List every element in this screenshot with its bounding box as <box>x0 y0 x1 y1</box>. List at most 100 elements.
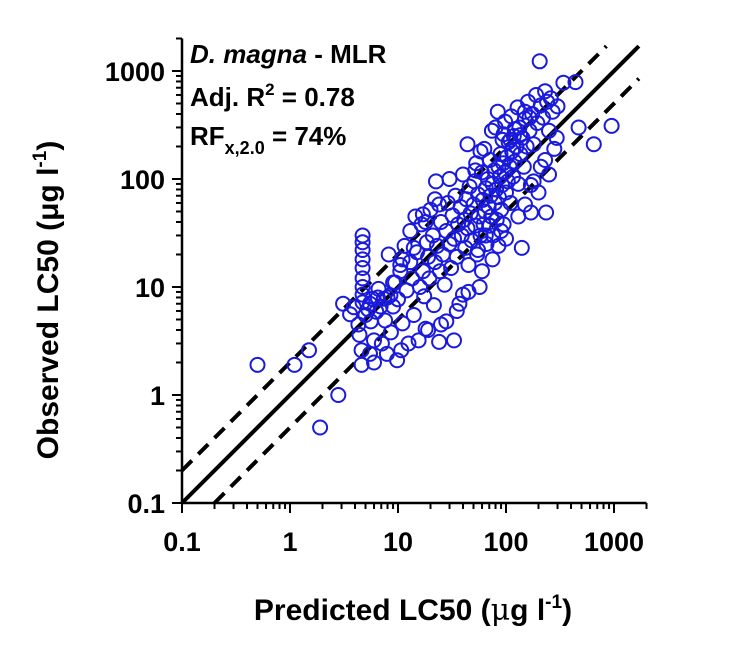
data-point <box>354 260 371 276</box>
x-axis-title-main: Predicted LC50 ( <box>254 594 491 627</box>
y-axis-title-close: ) <box>32 141 65 151</box>
data-point <box>603 117 620 134</box>
data-point <box>448 303 465 319</box>
data-point <box>414 206 431 223</box>
data-point <box>385 274 402 291</box>
data-point <box>405 239 422 256</box>
data-point <box>502 131 519 148</box>
x-axis-title-close: ) <box>562 594 572 627</box>
data-point <box>549 98 566 115</box>
tick-labels: 0.1 1 10 100 1000 0.1 1 10 100 1000 <box>105 57 644 557</box>
data-point <box>312 419 329 436</box>
data-point <box>362 295 378 312</box>
data-point <box>493 223 510 239</box>
data-point <box>448 248 465 265</box>
data-point <box>380 246 397 263</box>
annotation-rf: RFx,2.0 = 74% <box>190 121 346 158</box>
data-point <box>484 251 501 268</box>
data-point <box>410 332 427 349</box>
data-point <box>354 279 371 295</box>
x-tick-label: 1 <box>282 527 297 557</box>
data-point <box>441 236 458 252</box>
data-point <box>470 242 486 258</box>
data-point <box>441 171 458 187</box>
y-axis-title: Observed LC50 (μg l-1) <box>30 141 65 460</box>
data-point <box>431 196 448 213</box>
one-to-one-line <box>180 44 641 505</box>
x-axis-title-sup: -1 <box>545 592 562 613</box>
data-point <box>544 103 561 120</box>
data-point <box>531 53 548 70</box>
data-point <box>474 263 490 280</box>
annotation-species: D. magna <box>190 39 307 69</box>
data-point <box>498 184 514 201</box>
data-point <box>532 158 549 175</box>
data-point <box>400 335 417 352</box>
data-point <box>517 196 533 213</box>
data-points <box>249 53 620 436</box>
data-point <box>392 263 409 280</box>
data-point <box>513 239 530 256</box>
data-point <box>524 106 541 122</box>
data-point <box>394 251 411 268</box>
data-point <box>428 173 444 190</box>
data-point <box>546 140 563 157</box>
annotation-title: D. magna - MLR <box>190 39 387 69</box>
data-point <box>455 286 471 303</box>
data-point <box>351 326 368 343</box>
y-tick-label: 1000 <box>105 57 165 87</box>
data-point <box>366 332 382 349</box>
data-point <box>354 242 371 258</box>
x-axis-title-mu: μ <box>491 593 511 628</box>
data-point <box>389 352 406 369</box>
annotation-r2-sup: 2 <box>265 80 274 99</box>
data-point <box>421 270 438 287</box>
data-point <box>354 234 371 251</box>
y-tick-label: 100 <box>120 165 165 195</box>
data-point <box>585 136 602 153</box>
data-point <box>467 162 484 179</box>
data-point <box>353 356 370 373</box>
data-point <box>436 276 453 293</box>
annotation-model: - MLR <box>307 39 387 69</box>
data-point <box>570 119 587 136</box>
data-point <box>525 173 542 190</box>
data-point <box>249 356 266 373</box>
data-point <box>394 315 411 332</box>
data-point <box>510 208 527 225</box>
data-point <box>525 136 542 153</box>
data-point <box>431 333 448 350</box>
data-point <box>404 270 421 287</box>
data-point <box>505 128 522 144</box>
data-point <box>483 122 500 139</box>
data-point <box>538 204 555 221</box>
data-point <box>548 129 565 146</box>
data-point <box>405 307 422 323</box>
data-point <box>301 342 317 359</box>
annotation-rf-value: = 74% <box>265 121 347 151</box>
axes <box>172 37 648 513</box>
data-point <box>459 136 476 153</box>
data-point <box>417 214 434 230</box>
data-point <box>515 158 532 175</box>
data-point <box>477 227 494 244</box>
data-point <box>472 143 489 160</box>
reference-lines <box>180 44 641 505</box>
data-point <box>354 270 371 287</box>
data-point <box>521 109 538 126</box>
y-tick-label: 1 <box>150 381 165 411</box>
data-point <box>567 74 584 91</box>
data-point <box>446 230 462 247</box>
data-point <box>460 257 477 273</box>
x-axis-title: Predicted LC50 (μg l-1) <box>254 592 572 628</box>
annotation-r2-value: = 0.78 <box>275 82 355 112</box>
annotation-rf-sub: x,2.0 <box>225 138 265 158</box>
data-point <box>354 251 371 268</box>
data-point <box>429 237 446 254</box>
data-point <box>402 254 419 271</box>
data-point <box>420 322 437 338</box>
y-axis-title-unit: μg l <box>32 168 65 221</box>
data-point <box>446 332 462 349</box>
annotation-r2: Adj. R2 = 0.78 <box>190 80 355 112</box>
